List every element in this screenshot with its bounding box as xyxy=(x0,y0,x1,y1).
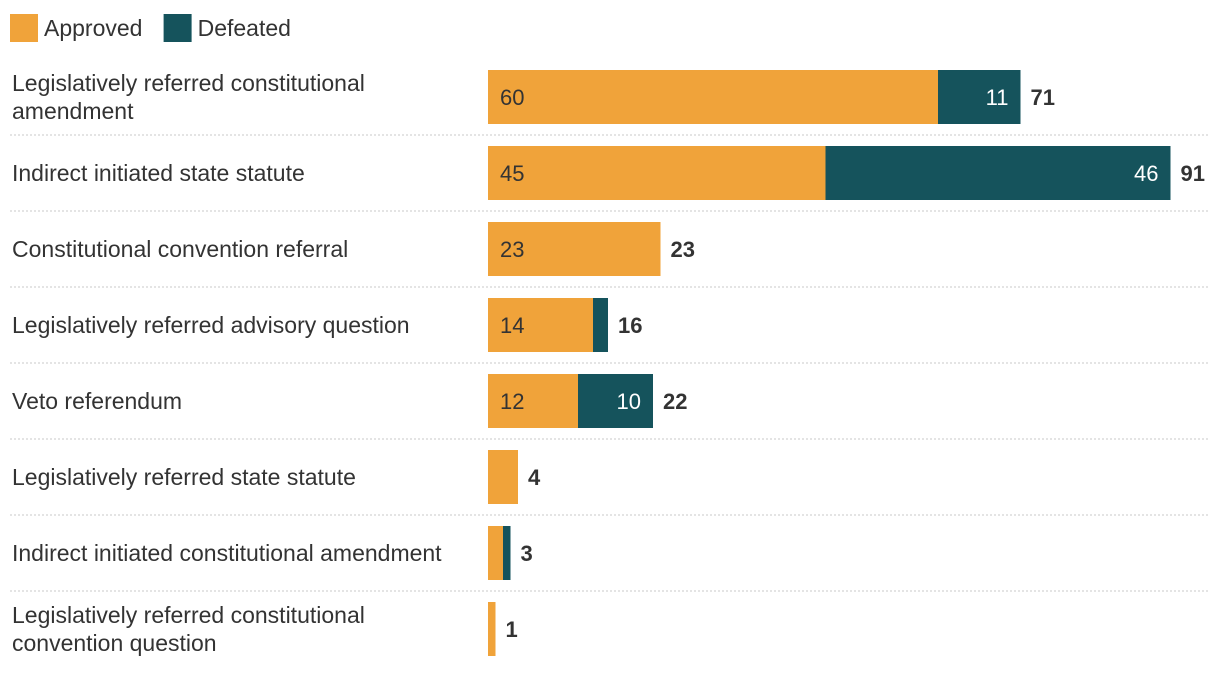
bar-segment-approved xyxy=(488,222,661,276)
total-value-label: 16 xyxy=(618,313,642,338)
total-value-label: 4 xyxy=(528,465,541,490)
bar-row-constitutional-convention-referral: Constitutional convention referral 23 23 xyxy=(10,222,1208,288)
bar-segment-defeated xyxy=(825,146,1171,200)
legend-label-defeated: Defeated xyxy=(198,15,291,41)
bar-segment-defeated xyxy=(578,374,653,428)
bar-segment-approved xyxy=(488,526,503,580)
bar-row-indirect-initiated-state-statute: Indirect initiated state statute 45 46 91 xyxy=(10,146,1208,212)
bar-segment-defeated xyxy=(938,70,1021,124)
category-label: Indirect initiated constitutional amendm… xyxy=(12,540,442,566)
category-label: Veto referendum xyxy=(12,388,182,414)
segment-value-label: 45 xyxy=(500,161,524,186)
legend-swatch-defeated xyxy=(163,14,192,42)
bar-segment-defeated xyxy=(593,298,608,352)
bar-row-indirect-initiated-constitutional-amendment: Indirect initiated constitutional amendm… xyxy=(10,526,1208,592)
total-value-label: 71 xyxy=(1031,85,1055,110)
category-label: Legislatively referred state statute xyxy=(12,464,356,490)
bar-segment-approved xyxy=(488,146,826,200)
segment-value-label: 11 xyxy=(986,85,1009,110)
total-value-label: 3 xyxy=(521,541,533,566)
bar-segment-approved xyxy=(488,374,578,428)
bar-segment-approved xyxy=(488,70,938,124)
category-label: Legislatively referred constitutional con… xyxy=(12,602,365,656)
bar-row-veto-referendum: Veto referendum 12 10 22 xyxy=(10,374,1208,440)
legend: Approved Defeated xyxy=(10,14,291,42)
chart-rows: Legislatively referred constitutional ame… xyxy=(10,70,1208,656)
total-value-label: 22 xyxy=(663,389,687,414)
segment-value-label: 60 xyxy=(500,85,524,110)
legend-label-approved: Approved xyxy=(44,15,142,41)
segment-value-label: 10 xyxy=(617,389,641,414)
category-label: Legislatively referred constitutional ame… xyxy=(12,70,365,124)
bar-row-legislatively-referred-constitutional-amendment: Legislatively referred constitutional ame… xyxy=(10,70,1208,136)
segment-value-label: 12 xyxy=(500,389,524,414)
segment-value-label: 23 xyxy=(500,237,524,262)
total-value-label: 1 xyxy=(506,617,518,642)
bar-segment-defeated xyxy=(503,526,511,580)
category-label: Legislatively referred advisory question xyxy=(12,312,410,338)
bar-row-legislatively-referred-advisory-question: Legislatively referred advisory question… xyxy=(10,298,1208,364)
category-label: Constitutional convention referral xyxy=(12,236,348,262)
bar-row-legislatively-referred-constitutional-convention-question: Legislatively referred constitutional con… xyxy=(12,602,518,656)
segment-value-label: 14 xyxy=(500,313,524,338)
total-value-label: 23 xyxy=(671,237,695,262)
category-label: Indirect initiated state statute xyxy=(12,160,305,186)
bar-row-legislatively-referred-state-statute: Legislatively referred state statute 4 xyxy=(10,450,1208,516)
bar-segment-approved xyxy=(488,450,518,504)
segment-value-label: 46 xyxy=(1134,161,1158,186)
total-value-label: 91 xyxy=(1181,161,1205,186)
legend-swatch-approved xyxy=(10,14,38,42)
bar-segment-approved xyxy=(488,602,496,656)
bar-segment-approved xyxy=(488,298,593,352)
